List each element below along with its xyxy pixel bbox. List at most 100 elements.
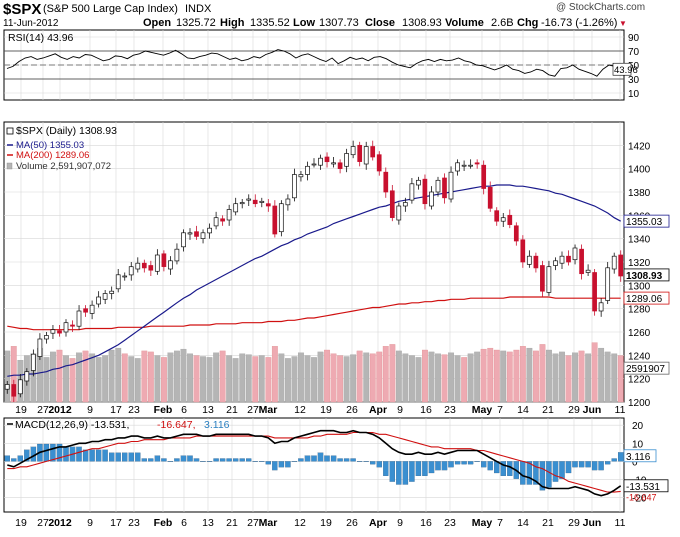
macd-histogram-bar [121, 452, 128, 462]
macd-x-tick-label: 23 [444, 517, 456, 529]
macd-histogram-bar [265, 461, 272, 465]
candle-body [520, 239, 526, 263]
macd-x-tick-label: 27 [37, 517, 49, 529]
volume-bar [206, 357, 213, 403]
volume-legend-marker [6, 162, 13, 170]
volume-bar [435, 353, 441, 403]
macd-histogram-bar [546, 461, 552, 488]
volume-bar [513, 349, 520, 403]
candle-body [200, 232, 206, 239]
candle-body [122, 275, 128, 278]
macd-histogram-bar [304, 455, 311, 462]
macd-histogram-bar [89, 449, 95, 462]
candle-body [507, 214, 513, 225]
volume-bar [285, 358, 291, 403]
candle-body [285, 198, 291, 206]
price-x-tick-label: 11 [615, 404, 626, 416]
candle-body [44, 335, 49, 340]
volume-bar [317, 351, 324, 403]
candle-body [416, 179, 421, 186]
price-y-tick-label: 1240 [628, 351, 651, 362]
candle-body [96, 296, 101, 305]
candle-body [50, 329, 56, 334]
volume-bar [402, 353, 409, 403]
macd-y-tick-label: 20 [632, 421, 644, 432]
candle-body [500, 217, 506, 222]
ohlc-high-value: 1335.52 [250, 17, 290, 29]
volume-bar [76, 352, 82, 403]
macd-histogram-bar [585, 461, 591, 468]
volume-bar [382, 346, 389, 403]
macd-histogram-bar [115, 452, 121, 462]
candle-body [533, 255, 539, 269]
ma50-price-tag: 1355.03 [626, 217, 663, 228]
candle-body [141, 262, 147, 269]
macd-x-tick-label: Jun [583, 517, 602, 529]
price-x-tick-label: Jun [583, 404, 602, 416]
volume-bar [389, 344, 396, 403]
price-x-tick-label: 6 [181, 404, 187, 416]
macd-x-tick-label: May [472, 517, 493, 529]
macd-histogram-bar [259, 461, 265, 462]
macd-histogram-bar [324, 455, 330, 462]
candle-body [344, 153, 349, 167]
macd-histogram-bar [82, 449, 89, 462]
volume-bar [219, 350, 226, 403]
header-date: 11-Jun-2012 [3, 18, 59, 29]
macd-histogram-bar [409, 461, 415, 482]
macd-histogram-bar [370, 461, 376, 465]
volume-bar [271, 346, 278, 403]
macd-histogram-bar [559, 461, 565, 479]
candle-body [239, 202, 245, 205]
macd-x-tick-label: Mar [259, 517, 278, 529]
volume-bar [134, 358, 141, 403]
macd-histogram-bar [161, 458, 167, 462]
macd-histogram-bar [174, 458, 180, 462]
volume-bar [539, 344, 546, 403]
macd-histogram-bar [363, 461, 369, 462]
rsi-y-tick-label: 50 [628, 61, 640, 72]
candle-body [161, 253, 167, 267]
candle-body [318, 157, 323, 166]
candle-body [83, 308, 88, 313]
candle-body [357, 144, 363, 162]
volume-bar [200, 356, 206, 403]
candle-body [102, 293, 108, 300]
price-x-tick-label: 19 [15, 404, 27, 416]
ohlc-chg-value: -16.73 (-1.26%) [541, 17, 618, 29]
macd-x-tick-label: 2012 [48, 517, 72, 529]
volume-bar [232, 358, 239, 403]
candle-body [24, 371, 30, 382]
price-x-tick-label: 2012 [48, 404, 72, 416]
candle-body [513, 225, 519, 242]
price-legend: $SPX (Daily) 1308.93 [16, 125, 117, 137]
price-x-tick-label: 23 [444, 404, 456, 416]
macd-histogram-bar [604, 461, 611, 465]
ohlc-volume-value: 2.6B [491, 17, 514, 29]
macd-histogram-bar [461, 461, 467, 465]
macd-histogram-bar [239, 458, 245, 462]
macd-histogram-bar [500, 461, 507, 476]
macd-histogram-bar [56, 443, 63, 462]
candle-body [168, 260, 173, 270]
macd-histogram-bar [298, 458, 304, 462]
macd-histogram-bar [396, 461, 402, 485]
ma200-legend: MA(200) 1289.06 [16, 150, 89, 161]
volume-bar [559, 351, 565, 403]
volume-bar [167, 352, 174, 403]
ma50-line [7, 184, 621, 377]
candle-body [435, 179, 441, 193]
price-legend-marker [6, 127, 14, 135]
price-y-tick-label: 1380 [628, 188, 651, 199]
macd-histogram-bar [611, 458, 617, 462]
candle-body [605, 267, 611, 301]
macd-x-tick-label: 16 [420, 517, 432, 529]
volume-bar [395, 350, 402, 403]
volume-bar [121, 353, 128, 403]
macd-histogram-bar [565, 461, 572, 474]
macd-histogram-bar [135, 452, 141, 462]
macd-legend: MACD(12,26,9) -13.531, [15, 419, 129, 431]
macd-histogram-bar [343, 458, 350, 462]
macd-histogram-bar [474, 461, 480, 462]
candle-body [455, 162, 460, 172]
